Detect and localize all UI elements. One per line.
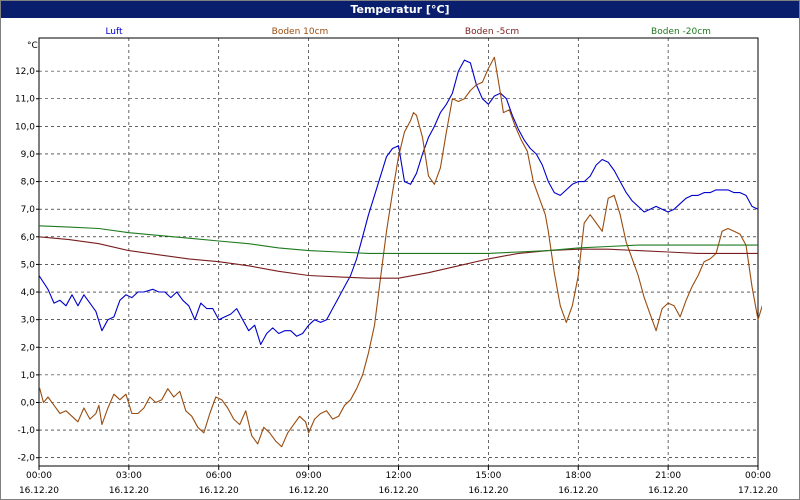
x-tick-time-6: 18:00 bbox=[565, 471, 591, 481]
y-tick-label-13: 11,0 bbox=[15, 95, 35, 105]
y-tick-label-4: 2,0 bbox=[21, 343, 36, 353]
y-tick-label-6: 4,0 bbox=[21, 288, 36, 298]
series-layer bbox=[39, 56, 762, 448]
grid bbox=[39, 38, 758, 466]
x-tick-date-0: 16.12.20 bbox=[19, 486, 59, 496]
y-axis: -2,0 -1,0 0,0 1,0 2,0 3,0 4,0 5,0 6,0 7,0 8,0 9,0 10… bbox=[15, 67, 39, 464]
legend: Luft Boden 10cm Boden -5cm Boden -20cm bbox=[105, 27, 711, 37]
x-tick-date-2: 16.12.20 bbox=[199, 486, 239, 496]
y-tick-label-12: 10,0 bbox=[15, 122, 35, 132]
y-tick-label-9: 7,0 bbox=[21, 205, 36, 215]
y-tick-label-10: 8,0 bbox=[21, 178, 36, 188]
y-tick-label-3: 1,0 bbox=[21, 371, 36, 381]
x-tick-date-5: 16.12.20 bbox=[468, 486, 508, 496]
y-tick-label-0: -2,0 bbox=[17, 454, 35, 464]
legend-entry-boden-5cm: Boden -5cm bbox=[465, 27, 519, 37]
legend-entry-luft: Luft bbox=[105, 27, 123, 37]
y-tick-label-5: 3,0 bbox=[21, 316, 36, 326]
y-axis-unit: °C bbox=[27, 41, 38, 51]
series-line-boden-5cm bbox=[39, 236, 758, 279]
series-line-boden-10cm bbox=[39, 56, 762, 448]
x-tick-time-5: 15:00 bbox=[475, 471, 501, 481]
x-tick-date-8: 17.12.20 bbox=[738, 486, 778, 496]
y-tick-label-2: 0,0 bbox=[21, 398, 36, 408]
x-tick-date-4: 16.12.20 bbox=[378, 486, 418, 496]
series-line-boden-20cm bbox=[39, 225, 758, 254]
x-tick-date-3: 16.12.20 bbox=[289, 486, 329, 496]
y-tick-label-7: 5,0 bbox=[21, 260, 36, 270]
legend-entry-boden-20cm: Boden -20cm bbox=[651, 27, 711, 37]
x-tick-time-8: 00:00 bbox=[745, 471, 771, 481]
y-tick-label-14: 12,0 bbox=[15, 67, 35, 77]
x-tick-date-6: 16.12.20 bbox=[558, 486, 598, 496]
x-tick-time-7: 21:00 bbox=[655, 471, 681, 481]
x-axis: 00:00 16.12.20 03:00 16.12.20 06:00 16.12.20 0… bbox=[19, 466, 778, 496]
x-tick-date-1: 16.12.20 bbox=[109, 486, 149, 496]
x-tick-time-2: 06:00 bbox=[206, 471, 232, 481]
x-tick-time-4: 12:00 bbox=[386, 471, 412, 481]
x-tick-date-7: 16.12.20 bbox=[648, 486, 688, 496]
series-line-luft bbox=[39, 59, 759, 346]
y-tick-label-11: 9,0 bbox=[21, 150, 36, 160]
x-tick-time-1: 03:00 bbox=[116, 471, 142, 481]
x-tick-time-3: 09:00 bbox=[296, 471, 322, 481]
y-tick-label-8: 6,0 bbox=[21, 233, 36, 243]
x-tick-time-0: 00:00 bbox=[26, 471, 52, 481]
legend-entry-boden-10cm: Boden 10cm bbox=[272, 27, 329, 37]
chart-title: Temperatur [°C] bbox=[1, 1, 799, 18]
y-tick-label-1: -1,0 bbox=[17, 426, 35, 436]
